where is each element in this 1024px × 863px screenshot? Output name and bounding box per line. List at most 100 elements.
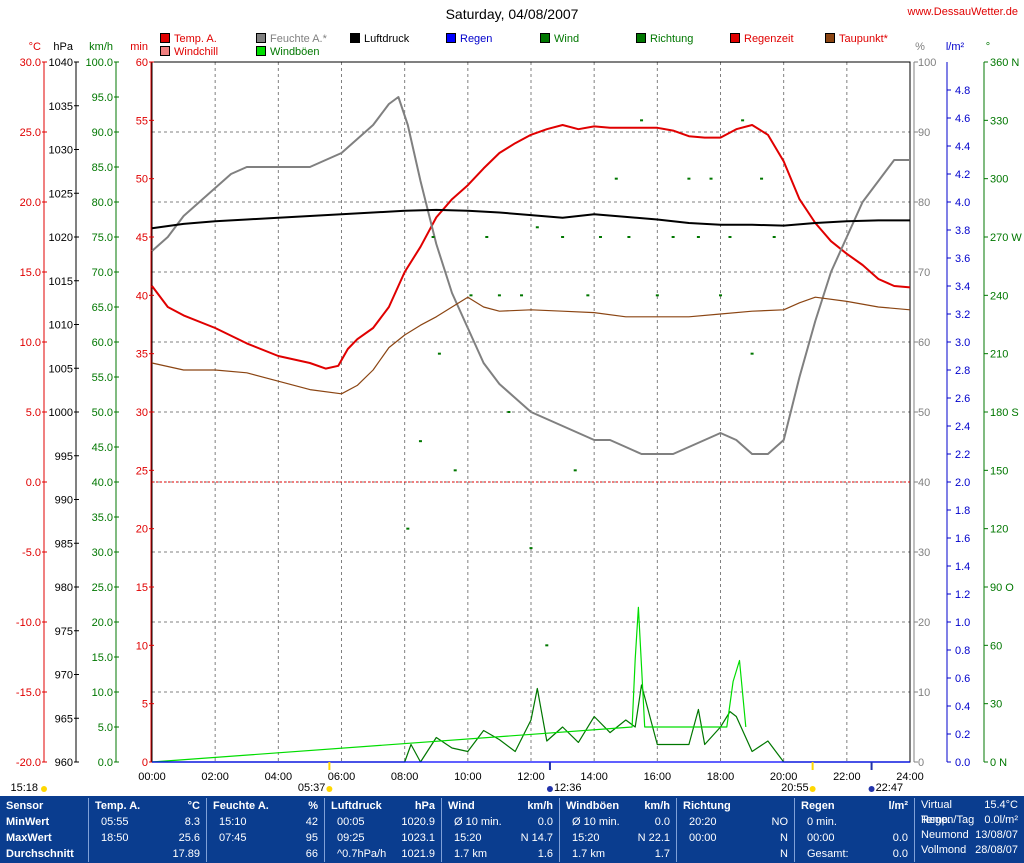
axis-tick-label: 55.0 bbox=[92, 372, 113, 384]
stats-row: 20:20 NO bbox=[689, 816, 788, 828]
axis-tick-label: 20 bbox=[918, 617, 930, 629]
stats-row: 15:20 N 14.7 bbox=[454, 832, 553, 844]
stats-row: 66 bbox=[305, 848, 318, 860]
axis-tick-label: 150 bbox=[990, 465, 1008, 477]
direction-point bbox=[728, 236, 732, 238]
axis-tick-label: 960 bbox=[55, 757, 73, 769]
axis-tick-label: 30 bbox=[918, 547, 930, 559]
axis-tick-label: 75.0 bbox=[92, 232, 113, 244]
legend-swatch bbox=[446, 33, 456, 43]
stats-row: 1.7 km 1.7 bbox=[572, 848, 670, 860]
axis-tick-label: 4.4 bbox=[955, 141, 970, 153]
axis-tick-label: 180 S bbox=[990, 407, 1019, 419]
stats-druck: Luftdruck hPa 00:05 1020.9 09:25 1023.1 ^0.7hP… bbox=[324, 798, 441, 862]
series-line-windb-en bbox=[151, 606, 747, 763]
event-icon bbox=[809, 786, 816, 792]
series-line-wind bbox=[152, 684, 910, 763]
axis-tick-label: 100.0 bbox=[85, 57, 113, 69]
legend-item: Temp. A. bbox=[160, 33, 217, 45]
stats-temp: Temp. A. °C 05:55 8.3 18:50 25.6 17.89 bbox=[88, 798, 206, 862]
axis-tick-label: 10 bbox=[136, 640, 148, 652]
event-time-moon_rise_2: 22:47 bbox=[876, 782, 904, 794]
axis-tick-label: 1.4 bbox=[955, 561, 970, 573]
axis-tick-label: 95.0 bbox=[92, 92, 113, 104]
axis-tick-label: 20.0 bbox=[92, 617, 113, 629]
axis-tick-label: 1025 bbox=[49, 188, 73, 200]
axis-tick-label: 60.0 bbox=[92, 337, 113, 349]
axis-tick-label: 1005 bbox=[49, 363, 73, 375]
legend-item: Richtung bbox=[636, 33, 693, 45]
stats-row: N bbox=[780, 848, 788, 860]
axis-tick-label: 0.4 bbox=[955, 701, 970, 713]
stats-feuchte: Feuchte A.% 15:10 42 07:45 95 66 bbox=[206, 798, 324, 862]
axis-tick-label: 90 bbox=[918, 127, 930, 139]
series-line-feuchte-a bbox=[151, 96, 910, 455]
axis-tick-label: 10.0 bbox=[92, 687, 113, 699]
legend-label: Regenzeit bbox=[744, 33, 794, 45]
axis-tick-label: 30 bbox=[990, 699, 1002, 711]
stats-header: Wind km/h bbox=[448, 800, 553, 812]
stats-regen: Regen l/m² 0 min. 00:00 0.0 Gesamt: 0.0 bbox=[794, 798, 914, 862]
axis-tick-label: 1030 bbox=[49, 145, 73, 157]
direction-point bbox=[431, 236, 435, 238]
direction-point bbox=[598, 236, 602, 238]
axis-tick-label: 980 bbox=[55, 582, 73, 594]
legend-swatch bbox=[160, 33, 170, 43]
direction-point bbox=[696, 236, 700, 238]
axis-unit: l/m² bbox=[946, 41, 965, 53]
x-tick-label: 18:00 bbox=[707, 771, 735, 783]
direction-point bbox=[586, 294, 590, 297]
direction-point bbox=[529, 547, 533, 550]
axis-tick-label: 30.0 bbox=[92, 547, 113, 559]
axis-tick-label: 300 bbox=[990, 174, 1008, 186]
stats-header: Windböen km/h bbox=[566, 800, 670, 812]
legend-item: Windböen bbox=[256, 46, 320, 58]
direction-point bbox=[406, 527, 410, 530]
stats-row: 1.7 km 1.6 bbox=[454, 848, 553, 860]
axis-tick-label: 40 bbox=[136, 290, 148, 302]
axis-tick-label: 80.0 bbox=[92, 197, 113, 209]
direction-point bbox=[453, 469, 457, 472]
axis-tick-label: 2.4 bbox=[955, 421, 970, 433]
event-icon bbox=[41, 786, 47, 792]
direction-point bbox=[535, 226, 539, 229]
direction-point bbox=[418, 440, 422, 443]
stats-row: 00:00 N bbox=[689, 832, 788, 844]
stats-row: 00:05 1020.9 bbox=[337, 816, 435, 828]
axis-tick-label: 10.0 bbox=[20, 337, 41, 349]
x-tick-label: 22:00 bbox=[833, 771, 861, 783]
axis-tick-label: 3.8 bbox=[955, 225, 970, 237]
axis-unit: % bbox=[915, 41, 925, 53]
x-tick-label: 16:00 bbox=[644, 771, 672, 783]
axis-tick-label: 30.0 bbox=[20, 57, 41, 69]
legend-swatch bbox=[825, 33, 835, 43]
legend-item: Taupunkt* bbox=[825, 33, 888, 45]
legend-item: Wind bbox=[540, 33, 579, 45]
site-url[interactable]: www.DessauWetter.de bbox=[907, 6, 1018, 18]
axis-tick-label: 15 bbox=[136, 582, 148, 594]
axis-tick-label: 55 bbox=[136, 115, 148, 127]
axis-tick-label: 65.0 bbox=[92, 302, 113, 314]
x-tick-label: 04:00 bbox=[265, 771, 293, 783]
event-time-sunrise: 05:37 bbox=[298, 782, 326, 794]
legend-item: Regenzeit bbox=[730, 33, 794, 45]
stats-boeen: Windböen km/h Ø 10 min. 0.0 15:20 N 22.1 1.7 k… bbox=[559, 798, 676, 862]
axis-tick-label: 3.4 bbox=[955, 281, 970, 293]
stats-row: 15:10 42 bbox=[219, 816, 318, 828]
event-icon bbox=[546, 786, 553, 792]
legend-swatch bbox=[256, 33, 266, 43]
stats-header: Feuchte A.% bbox=[213, 800, 318, 812]
axis-tick-label: 10 bbox=[918, 687, 930, 699]
axis-tick-label: 360 N bbox=[990, 57, 1019, 69]
axis-tick-label: 4.8 bbox=[955, 85, 970, 97]
direction-point bbox=[687, 177, 691, 180]
axis-tick-label: 25 bbox=[136, 465, 148, 477]
axis-tick-label: 0.0 bbox=[26, 477, 41, 489]
axis-tick-label: 50 bbox=[918, 407, 930, 419]
axis-tick-label: 85.0 bbox=[92, 162, 113, 174]
axis-tick-label: 0.6 bbox=[955, 673, 970, 685]
axis-tick-label: 20 bbox=[136, 524, 148, 536]
axis-tick-label: 0 N bbox=[990, 757, 1007, 769]
stats-row-label: Durchschnitt bbox=[6, 848, 74, 860]
stats-row: Virtual Temp. 15.4°C bbox=[921, 799, 1018, 826]
